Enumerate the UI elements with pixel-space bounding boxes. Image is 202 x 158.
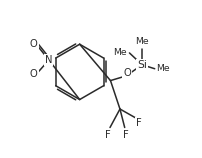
Text: F: F	[105, 130, 111, 140]
Text: Me: Me	[156, 64, 170, 73]
Text: O: O	[123, 68, 131, 79]
Text: O: O	[30, 39, 38, 49]
Text: O: O	[30, 69, 38, 79]
Text: Me: Me	[113, 49, 127, 57]
Text: N: N	[45, 55, 53, 65]
Text: Me: Me	[135, 37, 149, 46]
Text: Si: Si	[137, 60, 147, 70]
Text: F: F	[136, 118, 141, 128]
Text: F: F	[123, 130, 128, 140]
